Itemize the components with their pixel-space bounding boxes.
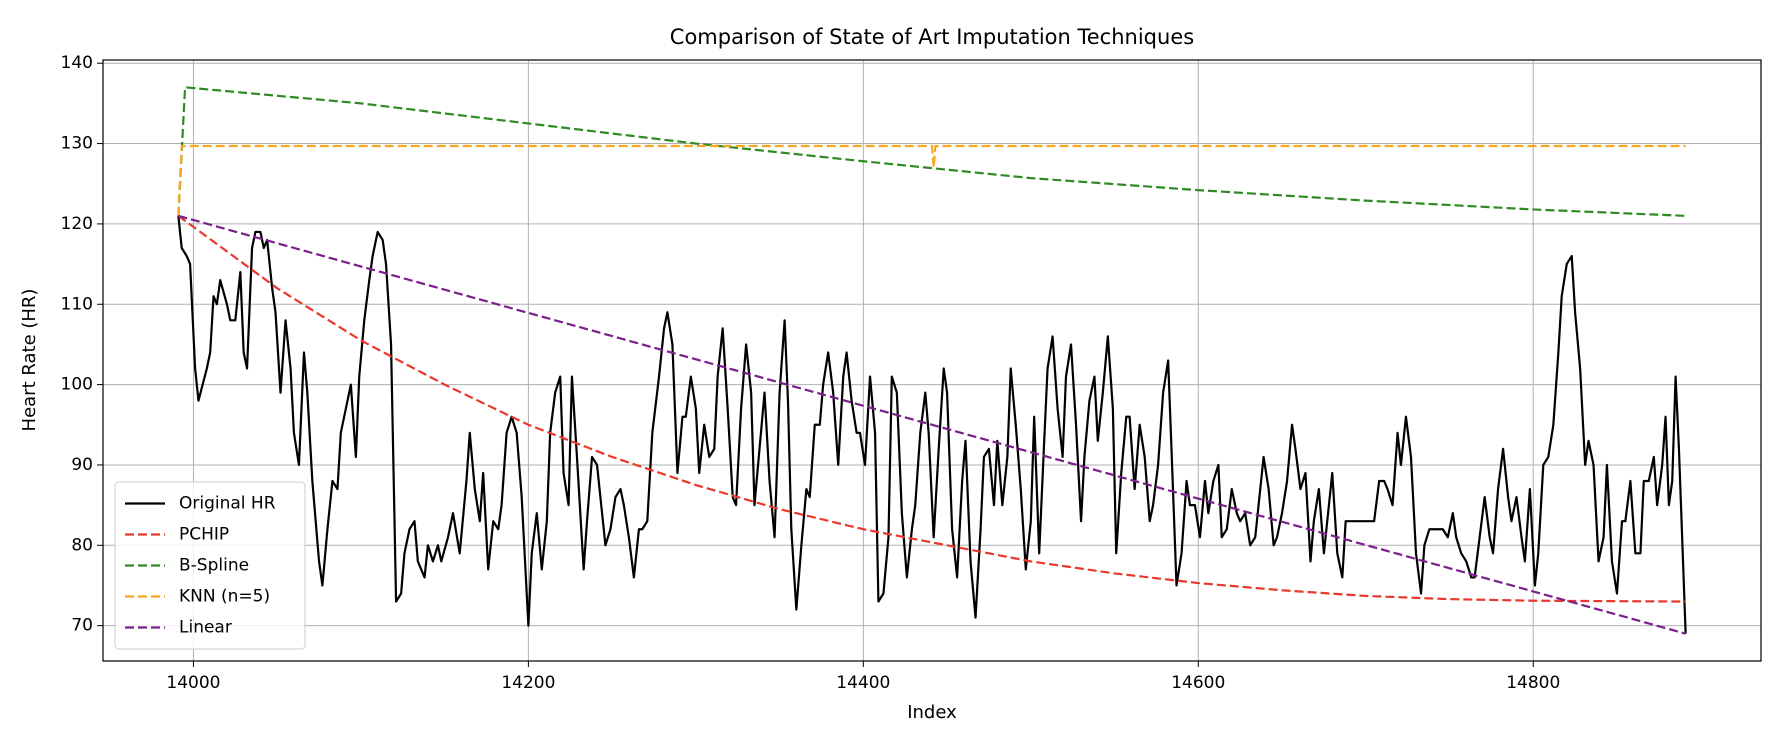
x-tick-label: 14400 (836, 673, 890, 693)
x-tick-label: 14600 (1171, 673, 1225, 693)
series-line (177, 86, 1686, 217)
y-tick-label: 140 (61, 53, 93, 73)
legend-label: KNN (n=5) (179, 587, 270, 607)
y-tick-label: 90 (71, 455, 93, 475)
legend: Original HR PCHIP B-Spline KNN (n=5) Linear (114, 481, 306, 650)
x-tick-label: 14200 (501, 673, 555, 693)
legend-label: PCHIP (179, 525, 229, 545)
x-tick-label: 14000 (166, 673, 220, 693)
legend-box (114, 481, 306, 650)
x-tick-label: 14800 (1506, 673, 1560, 693)
plot-frame (102, 59, 1762, 662)
legend-label: Original HR (179, 494, 276, 514)
series-line (178, 214, 1686, 635)
y-tick-label: 70 (71, 616, 93, 636)
y-tick-label: 120 (61, 214, 93, 234)
legend-label: Linear (179, 618, 232, 638)
chart-title: Comparison of State of Art Imputation Te… (670, 25, 1194, 49)
y-tick-label: 110 (61, 294, 93, 314)
y-tick-label: 130 (61, 134, 93, 154)
x-axis-label: Index (907, 702, 957, 723)
series-line (177, 144, 1686, 216)
series-line (177, 214, 1686, 603)
legend-label: B-Spline (179, 556, 249, 576)
y-tick-label: 80 (71, 535, 93, 555)
y-tick-label: 100 (61, 375, 93, 395)
series-line (177, 215, 1687, 634)
y-axis-label: Heart Rate (HR) (19, 289, 40, 432)
